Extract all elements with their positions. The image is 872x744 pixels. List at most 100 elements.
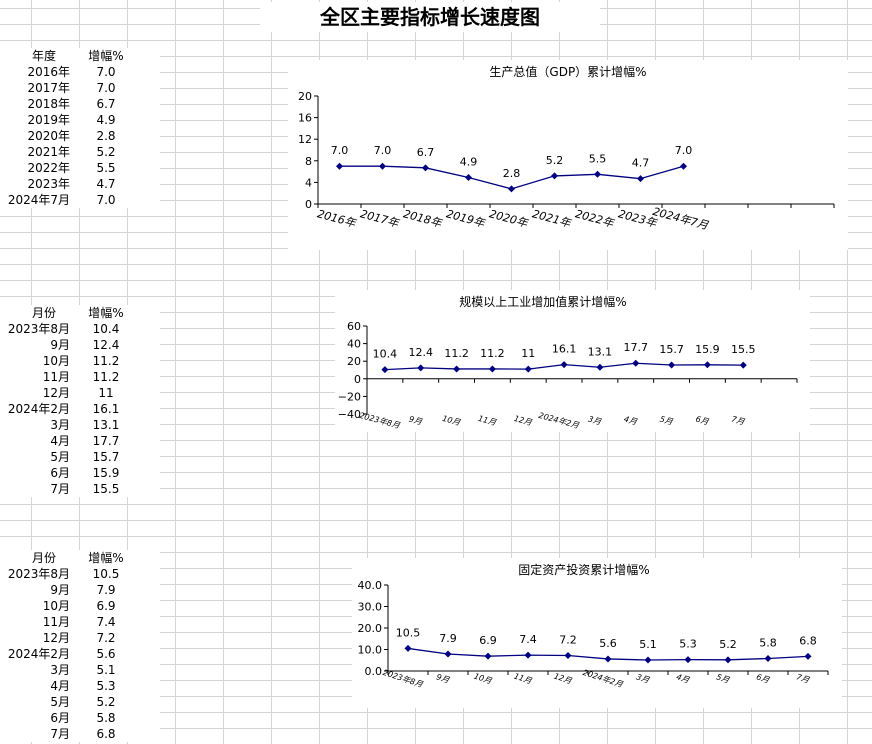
data-point [524, 651, 532, 659]
growth-value-cell: 17.7 [92, 434, 120, 448]
y-tick-label: 0 [305, 198, 312, 211]
y-tick-label: 12 [298, 133, 312, 146]
data-point [417, 364, 425, 372]
y-tick-label: 40 [347, 338, 361, 351]
x-tick-label: 2022年 [574, 207, 616, 230]
x-tick-label: 12月 [553, 672, 574, 686]
x-tick-label: 5月 [659, 415, 675, 427]
growth-value-cell: 12.4 [92, 338, 120, 352]
data-label: 5.2 [719, 638, 737, 651]
growth-column-header: 增幅% [88, 551, 124, 565]
x-tick-label: 2023年8月 [358, 411, 401, 431]
data-label: 5.1 [639, 638, 657, 651]
table-row: 2021年 5.2 [0, 144, 160, 160]
x-tick-label: 6月 [695, 415, 711, 427]
x-tick-label: 4月 [675, 672, 691, 685]
chart-title: 生产总值（GDP）累计增幅% [489, 64, 646, 79]
table-row: 5月 15.7 [0, 449, 160, 465]
growth-value-cell: 15.5 [92, 482, 120, 496]
x-tick-label: 11月 [513, 672, 534, 686]
x-tick-label: 10月 [441, 414, 462, 428]
x-tick-label: 10月 [473, 672, 494, 686]
data-point [668, 361, 676, 369]
x-tick-label: 11月 [477, 414, 498, 428]
growth-value-cell: 7.4 [96, 615, 116, 629]
data-point [381, 366, 389, 374]
table-row: 7月 6.8 [0, 726, 160, 742]
table-row: 10月 6.9 [0, 598, 160, 614]
data-point [551, 172, 558, 180]
data-point [564, 652, 572, 660]
data-label: 5.3 [679, 638, 697, 651]
table-row: 2023年8月 10.5 [0, 566, 160, 582]
period-cell: 5月 [50, 450, 70, 464]
data-label: 12.4 [409, 346, 434, 359]
y-tick-label: −40 [338, 408, 361, 421]
data-point [444, 650, 452, 658]
table-row: 2018年 6.7 [0, 96, 160, 112]
table-row: 5月 5.2 [0, 694, 160, 710]
growth-value-cell: 10.4 [92, 322, 120, 336]
table-row: 4月 5.3 [0, 678, 160, 694]
growth-value-cell: 4.9 [96, 113, 116, 127]
table-row: 2024年2月 5.6 [0, 646, 160, 662]
table-row: 11月 11.2 [0, 369, 160, 385]
growth-column-header: 增幅% [88, 49, 124, 63]
x-tick-label: 3月 [587, 415, 603, 427]
period-cell: 7月 [50, 727, 70, 741]
data-label: 11 [521, 347, 535, 360]
period-cell: 3月 [50, 418, 70, 432]
table-row: 2020年 2.8 [0, 128, 160, 144]
data-label: 13.1 [588, 345, 613, 358]
table-row: 9月 12.4 [0, 337, 160, 353]
period-cell: 3月 [50, 663, 70, 677]
growth-value-cell: 7.0 [96, 81, 116, 95]
data-label: 7.2 [559, 634, 577, 647]
period-cell: 12月 [42, 386, 70, 400]
data-point [422, 164, 429, 172]
growth-value-cell: 5.5 [96, 161, 116, 175]
y-tick-label: 10.0 [358, 644, 383, 657]
period-cell: 10月 [42, 599, 70, 613]
x-tick-label: 12月 [513, 414, 534, 428]
growth-value-cell: 5.2 [96, 145, 116, 159]
data-label: 6.8 [799, 634, 817, 647]
table-row: 6月 5.8 [0, 710, 160, 726]
growth-value-cell: 5.3 [96, 679, 116, 693]
period-cell: 11月 [42, 370, 70, 384]
growth-value-cell: 15.7 [92, 450, 120, 464]
growth-value-cell: 5.6 [96, 647, 116, 661]
x-tick-label: 3月 [635, 672, 651, 685]
period-cell: 4月 [50, 434, 70, 448]
period-cell: 2024年2月 [7, 647, 70, 661]
period-cell: 2018年 [27, 97, 70, 111]
x-tick-label: 2017年 [359, 207, 401, 230]
data-point [703, 361, 711, 369]
x-tick-label: 2024年2月 [538, 411, 581, 431]
data-point [379, 162, 386, 170]
growth-value-cell: 5.2 [96, 695, 116, 709]
period-cell: 2016年 [27, 65, 70, 79]
data-point [632, 359, 640, 367]
data-label: 2.8 [503, 167, 521, 180]
table-row: 12月 7.2 [0, 630, 160, 646]
table-header: 年度 增幅% [0, 48, 160, 64]
table-row: 2023年 4.7 [0, 176, 160, 192]
growth-value-cell: 7.0 [96, 193, 116, 207]
period-cell: 9月 [50, 583, 70, 597]
data-label: 11.2 [444, 347, 469, 360]
x-tick-label: 2024年7月 [651, 205, 710, 233]
y-tick-label: 40.0 [358, 579, 383, 592]
data-label: 4.7 [632, 157, 650, 170]
growth-value-cell: 11 [98, 386, 114, 400]
table-row: 2017年 7.0 [0, 80, 160, 96]
period-cell: 7月 [50, 482, 70, 496]
period-cell: 2023年8月 [7, 322, 70, 336]
data-point [604, 655, 612, 663]
period-cell: 2019年 [27, 113, 70, 127]
industry-growth-chart: 规模以上工业增加值累计增幅% −40 −20 0 20 40 60 2023年8月 9月 10月 1… [335, 290, 810, 432]
data-label: 10.4 [373, 348, 398, 361]
table-row: 2024年7月 7.0 [0, 192, 160, 208]
